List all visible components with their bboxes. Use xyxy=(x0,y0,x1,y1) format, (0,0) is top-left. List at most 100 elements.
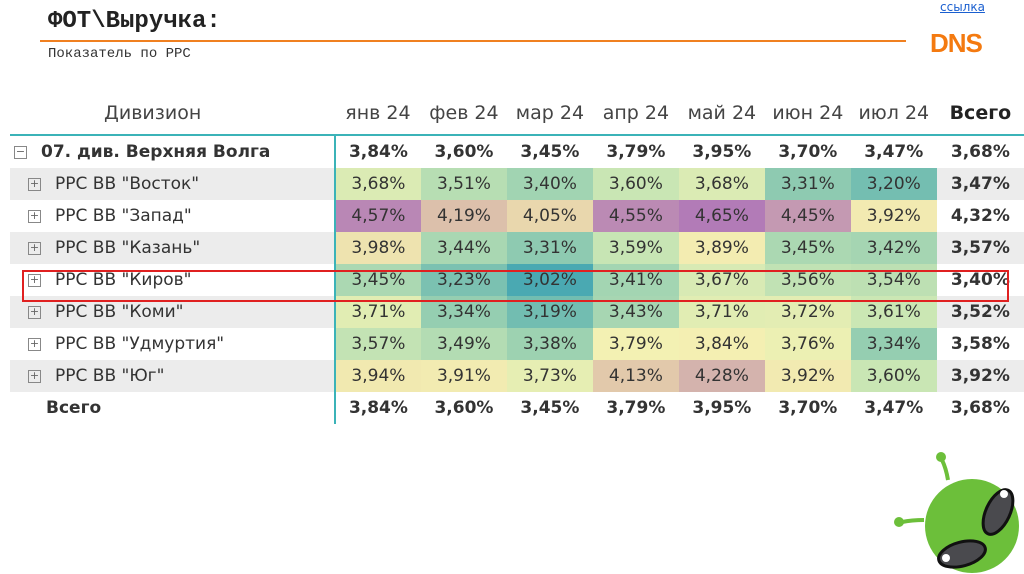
value-cell: 3,70% xyxy=(764,134,851,168)
column-header[interactable]: июн 24 xyxy=(772,102,844,124)
value-cell: 3,79% xyxy=(592,328,679,360)
table-row: −07. див. Верхняя Волга 3,84% 3,60% 3,45% 3,… xyxy=(10,134,1024,168)
value-cell: 3,47% xyxy=(850,134,937,168)
value-cell: 3,73% xyxy=(506,360,593,392)
row-label-cell: −07. див. Верхняя Волга xyxy=(10,134,336,168)
column-header[interactable]: апр 24 xyxy=(602,102,670,124)
row-label: РРС ВВ "Восток" xyxy=(55,174,200,194)
value-cell: 4,55% xyxy=(592,200,679,232)
value-cell: 4,19% xyxy=(420,200,507,232)
value-cell: 3,43% xyxy=(592,296,679,328)
value-cell: 3,89% xyxy=(678,232,765,264)
page-title: ФОТ\Выручка: xyxy=(48,8,221,35)
value-cell: 3,49% xyxy=(420,328,507,360)
total-cell: 3,68% xyxy=(936,134,1024,168)
alien-mascot-icon xyxy=(894,452,1019,573)
row-label-cell: + РРС ВВ "Удмуртия" xyxy=(10,328,336,360)
table-row: Всего 3,84% 3,60% 3,45% 3,79% 3,95% 3,70% 3,47%… xyxy=(10,392,1024,424)
value-cell: 3,61% xyxy=(850,296,937,328)
title-divider xyxy=(40,40,906,42)
table-row: + РРС ВВ "Удмуртия" 3,57% 3,49% 3,38% 3,79% 3,… xyxy=(10,328,1024,360)
expand-icon[interactable]: + xyxy=(28,272,41,287)
row-label-cell: Всего xyxy=(10,392,336,424)
table-row: + РРС ВВ "Юг" 3,94% 3,91% 3,73% 4,13% 4,28% 3,9… xyxy=(10,360,1024,392)
row-label: РРС ВВ "Коми" xyxy=(55,302,184,322)
row-label-cell: + РРС ВВ "Запад" xyxy=(10,200,336,232)
value-cell: 3,45% xyxy=(334,264,421,296)
value-cell: 3,51% xyxy=(420,168,507,200)
column-header[interactable]: Всего xyxy=(949,102,1012,124)
value-cell: 3,70% xyxy=(778,398,838,418)
value-cell: 3,23% xyxy=(420,264,507,296)
total-cell: 3,58% xyxy=(950,334,1010,354)
value-cell: 4,45% xyxy=(764,200,851,232)
row-label: РРС ВВ "Запад" xyxy=(55,206,192,226)
value-cell: 3,95% xyxy=(678,134,765,168)
total-cell: 3,68% xyxy=(950,398,1010,418)
total-cell: 3,57% xyxy=(936,232,1024,264)
table-row: + РРС ВВ "Киров" 3,45% 3,23% 3,02% 3,41% 3,67%… xyxy=(10,264,1024,296)
link[interactable]: ссылка xyxy=(940,0,985,14)
value-cell: 4,57% xyxy=(334,200,421,232)
table-row: + РРС ВВ "Коми" 3,71% 3,34% 3,19% 3,43% 3,71% 3… xyxy=(10,296,1024,328)
page-subtitle: Показатель по РРС xyxy=(48,46,191,62)
column-header[interactable]: фев 24 xyxy=(429,102,499,124)
collapse-icon[interactable]: − xyxy=(14,144,27,159)
value-cell: 3,71% xyxy=(678,296,765,328)
expand-icon[interactable]: + xyxy=(28,176,41,191)
expand-icon[interactable]: + xyxy=(28,304,41,319)
value-cell: 3,84% xyxy=(334,134,421,168)
column-header[interactable]: янв 24 xyxy=(345,102,411,124)
value-cell: 4,65% xyxy=(678,200,765,232)
row-label: РРС ВВ "Киров" xyxy=(55,270,192,290)
total-cell: 3,47% xyxy=(936,168,1024,200)
value-cell: 4,13% xyxy=(592,360,679,392)
value-cell: 3,76% xyxy=(764,328,851,360)
row-label: Всего xyxy=(46,398,102,418)
value-cell: 3,19% xyxy=(506,296,593,328)
value-cell: 3,34% xyxy=(420,296,507,328)
value-cell: 3,84% xyxy=(678,328,765,360)
column-header[interactable]: мар 24 xyxy=(515,102,585,124)
column-header[interactable]: Дивизион xyxy=(104,102,202,124)
value-cell: 3,84% xyxy=(348,398,408,418)
value-cell: 3,47% xyxy=(864,398,924,418)
expand-icon[interactable]: + xyxy=(28,336,41,351)
column-header[interactable]: май 24 xyxy=(687,102,757,124)
total-cell: 4,32% xyxy=(950,206,1010,226)
total-cell: 3,52% xyxy=(936,296,1024,328)
value-cell: 3,45% xyxy=(764,232,851,264)
column-header[interactable]: июл 24 xyxy=(858,102,930,124)
value-cell: 3,98% xyxy=(334,232,421,264)
row-label: 07. див. Верхняя Волга xyxy=(41,142,271,162)
value-cell: 3,20% xyxy=(850,168,937,200)
value-cell: 3,91% xyxy=(420,360,507,392)
row-label-cell: + РРС ВВ "Коми" xyxy=(10,296,336,328)
total-cell: 3,92% xyxy=(936,360,1024,392)
row-label-cell: + РРС ВВ "Юг" xyxy=(10,360,336,392)
row-label-cell: + РРС ВВ "Казань" xyxy=(10,232,336,264)
value-cell: 3,38% xyxy=(506,328,593,360)
value-cell: 3,31% xyxy=(764,168,851,200)
table-row: + РРС ВВ "Восток" 3,68% 3,51% 3,40% 3,60% 3,68… xyxy=(10,168,1024,200)
value-cell: 3,68% xyxy=(678,168,765,200)
value-cell: 3,92% xyxy=(850,200,937,232)
value-cell: 3,79% xyxy=(592,134,679,168)
expand-icon[interactable]: + xyxy=(28,240,41,255)
value-cell: 3,59% xyxy=(592,232,679,264)
value-cell: 3,94% xyxy=(334,360,421,392)
value-cell: 3,02% xyxy=(506,264,593,296)
value-cell: 3,72% xyxy=(764,296,851,328)
row-label-cell: + РРС ВВ "Киров" xyxy=(10,264,336,296)
expand-icon[interactable]: + xyxy=(28,208,41,223)
expand-icon[interactable]: + xyxy=(28,368,41,383)
value-cell: 3,95% xyxy=(692,398,752,418)
value-cell: 3,41% xyxy=(592,264,679,296)
value-cell: 3,79% xyxy=(606,398,666,418)
value-cell: 3,45% xyxy=(506,134,593,168)
table-row: + РРС ВВ "Запад" 4,57% 4,19% 4,05% 4,55% 4,65%… xyxy=(10,200,1024,232)
value-cell: 3,92% xyxy=(764,360,851,392)
row-label: РРС ВВ "Казань" xyxy=(55,238,201,258)
table-row: + РРС ВВ "Казань" 3,98% 3,44% 3,31% 3,59% 3,89… xyxy=(10,232,1024,264)
value-cell: 3,60% xyxy=(420,134,507,168)
